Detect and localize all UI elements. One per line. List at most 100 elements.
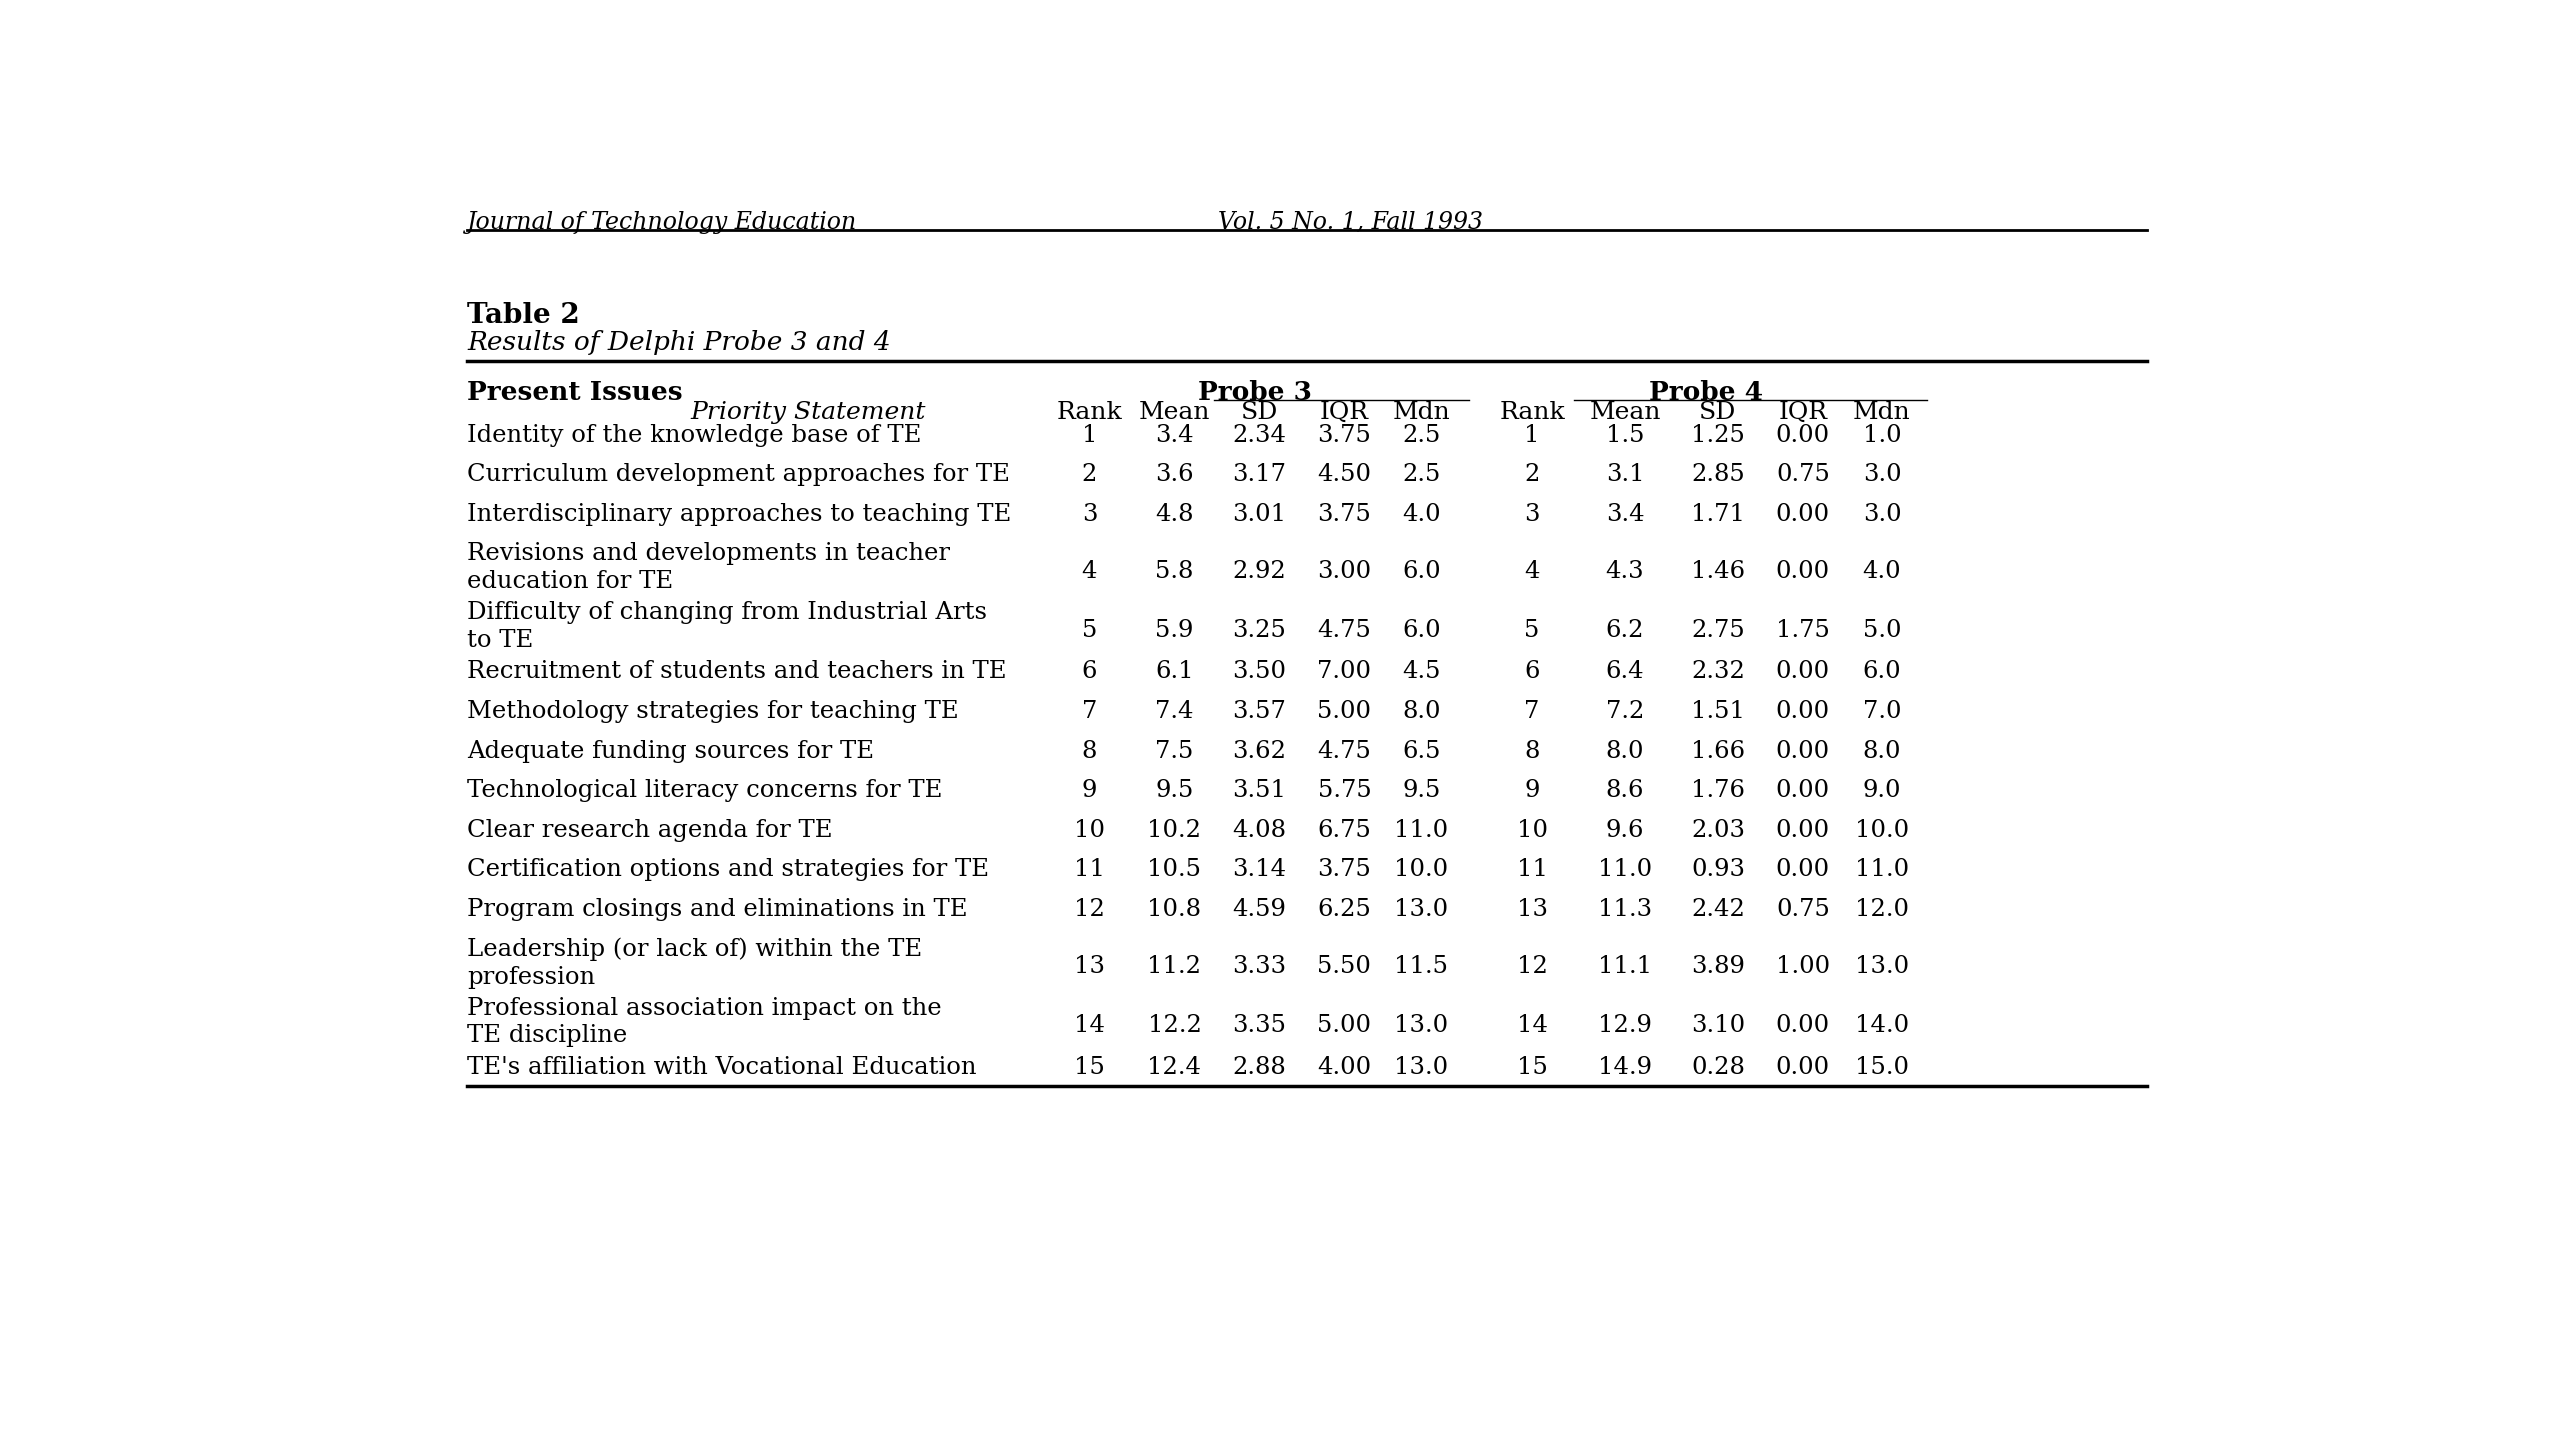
Text: 0.00: 0.00 — [1775, 818, 1831, 841]
Text: 6.0: 6.0 — [1402, 618, 1441, 641]
Text: 4.59: 4.59 — [1232, 898, 1285, 921]
Text: 5: 5 — [1525, 618, 1540, 641]
Text: Revisions and developments in teacher
education for TE: Revisions and developments in teacher ed… — [467, 542, 951, 592]
Text: 0.28: 0.28 — [1691, 1056, 1744, 1079]
Text: 5.75: 5.75 — [1318, 779, 1372, 802]
Text: 6.75: 6.75 — [1318, 818, 1372, 841]
Text: 1: 1 — [1525, 423, 1540, 446]
Text: 6: 6 — [1081, 660, 1096, 683]
Text: 3.01: 3.01 — [1232, 502, 1288, 526]
Text: 2.88: 2.88 — [1232, 1056, 1285, 1079]
Text: IQR: IQR — [1321, 401, 1369, 424]
Text: 1.46: 1.46 — [1691, 559, 1744, 582]
Text: Identity of the knowledge base of TE: Identity of the knowledge base of TE — [467, 423, 921, 446]
Text: 4.08: 4.08 — [1232, 818, 1285, 841]
Text: 1.71: 1.71 — [1691, 502, 1744, 526]
Text: 14: 14 — [1074, 1014, 1104, 1037]
Text: 1.75: 1.75 — [1775, 618, 1831, 641]
Text: 7.2: 7.2 — [1606, 699, 1645, 723]
Text: 0.00: 0.00 — [1775, 859, 1831, 882]
Text: 14.9: 14.9 — [1599, 1056, 1652, 1079]
Text: 7: 7 — [1081, 699, 1096, 723]
Text: 5: 5 — [1081, 618, 1096, 641]
Text: Journal of Technology Education: Journal of Technology Education — [467, 210, 857, 233]
Text: 15: 15 — [1517, 1056, 1548, 1079]
Text: Table 2: Table 2 — [467, 303, 579, 329]
Text: Present Issues: Present Issues — [467, 379, 683, 405]
Text: 15: 15 — [1074, 1056, 1104, 1079]
Text: 4.00: 4.00 — [1318, 1056, 1372, 1079]
Text: Certification options and strategies for TE: Certification options and strategies for… — [467, 859, 989, 882]
Text: 13.0: 13.0 — [1395, 1014, 1448, 1037]
Text: Technological literacy concerns for TE: Technological literacy concerns for TE — [467, 779, 944, 802]
Text: 12.2: 12.2 — [1148, 1014, 1201, 1037]
Text: 2.75: 2.75 — [1691, 618, 1744, 641]
Text: 5.50: 5.50 — [1318, 954, 1372, 977]
Text: 10.5: 10.5 — [1148, 859, 1201, 882]
Text: 8.0: 8.0 — [1606, 740, 1645, 763]
Text: 12: 12 — [1074, 898, 1104, 921]
Text: 3.1: 3.1 — [1606, 463, 1645, 487]
Text: 5.9: 5.9 — [1155, 618, 1193, 641]
Text: 11: 11 — [1517, 859, 1548, 882]
Text: 4: 4 — [1081, 559, 1096, 582]
Text: 3.6: 3.6 — [1155, 463, 1193, 487]
Text: 6.0: 6.0 — [1402, 559, 1441, 582]
Text: 15.0: 15.0 — [1854, 1056, 1910, 1079]
Text: 0.00: 0.00 — [1775, 423, 1831, 446]
Text: 3.4: 3.4 — [1155, 423, 1193, 446]
Text: 13: 13 — [1517, 898, 1548, 921]
Text: 13.0: 13.0 — [1854, 954, 1910, 977]
Text: 13: 13 — [1074, 954, 1104, 977]
Text: 0.00: 0.00 — [1775, 779, 1831, 802]
Text: 4.75: 4.75 — [1318, 618, 1372, 641]
Text: 11.0: 11.0 — [1854, 859, 1910, 882]
Text: 11: 11 — [1074, 859, 1104, 882]
Text: 2.32: 2.32 — [1691, 660, 1744, 683]
Text: 3.10: 3.10 — [1691, 1014, 1744, 1037]
Text: 3.50: 3.50 — [1232, 660, 1285, 683]
Text: 13.0: 13.0 — [1395, 898, 1448, 921]
Text: Curriculum development approaches for TE: Curriculum development approaches for TE — [467, 463, 1010, 487]
Text: Leadership (or lack of) within the TE
profession: Leadership (or lack of) within the TE pr… — [467, 937, 923, 989]
Text: 2.85: 2.85 — [1691, 463, 1744, 487]
Text: 6.4: 6.4 — [1606, 660, 1645, 683]
Text: 4.5: 4.5 — [1402, 660, 1441, 683]
Text: 0.00: 0.00 — [1775, 1056, 1831, 1079]
Text: 8: 8 — [1525, 740, 1540, 763]
Text: 3.75: 3.75 — [1318, 502, 1372, 526]
Text: IQR: IQR — [1777, 401, 1828, 424]
Text: 5.0: 5.0 — [1862, 618, 1902, 641]
Text: 10.2: 10.2 — [1148, 818, 1201, 841]
Text: 1.0: 1.0 — [1862, 423, 1902, 446]
Text: 11.5: 11.5 — [1395, 954, 1448, 977]
Text: 5.00: 5.00 — [1318, 699, 1372, 723]
Text: 4.3: 4.3 — [1606, 559, 1645, 582]
Text: 2.03: 2.03 — [1691, 818, 1744, 841]
Text: 1.00: 1.00 — [1775, 954, 1831, 977]
Text: 2.5: 2.5 — [1402, 423, 1441, 446]
Text: 2.92: 2.92 — [1232, 559, 1285, 582]
Text: 1.66: 1.66 — [1691, 740, 1744, 763]
Text: 9: 9 — [1081, 779, 1096, 802]
Text: 3: 3 — [1081, 502, 1096, 526]
Text: Probe 3: Probe 3 — [1198, 379, 1313, 405]
Text: 2.5: 2.5 — [1402, 463, 1441, 487]
Text: 12.4: 12.4 — [1148, 1056, 1201, 1079]
Text: 10.0: 10.0 — [1854, 818, 1910, 841]
Text: 11.3: 11.3 — [1599, 898, 1652, 921]
Text: 10: 10 — [1074, 818, 1104, 841]
Text: 6.2: 6.2 — [1606, 618, 1645, 641]
Text: Interdisciplinary approaches to teaching TE: Interdisciplinary approaches to teaching… — [467, 502, 1012, 526]
Text: TE's affiliation with Vocational Education: TE's affiliation with Vocational Educati… — [467, 1056, 977, 1079]
Text: 8: 8 — [1081, 740, 1096, 763]
Text: 3.75: 3.75 — [1318, 423, 1372, 446]
Text: 12.9: 12.9 — [1599, 1014, 1652, 1037]
Text: 2.42: 2.42 — [1691, 898, 1744, 921]
Text: 13.0: 13.0 — [1395, 1056, 1448, 1079]
Text: Vol. 5 No. 1, Fall 1993: Vol. 5 No. 1, Fall 1993 — [1219, 210, 1484, 233]
Text: SD: SD — [1698, 401, 1737, 424]
Text: 11.1: 11.1 — [1599, 954, 1652, 977]
Text: 3.0: 3.0 — [1862, 463, 1902, 487]
Text: 7.00: 7.00 — [1318, 660, 1372, 683]
